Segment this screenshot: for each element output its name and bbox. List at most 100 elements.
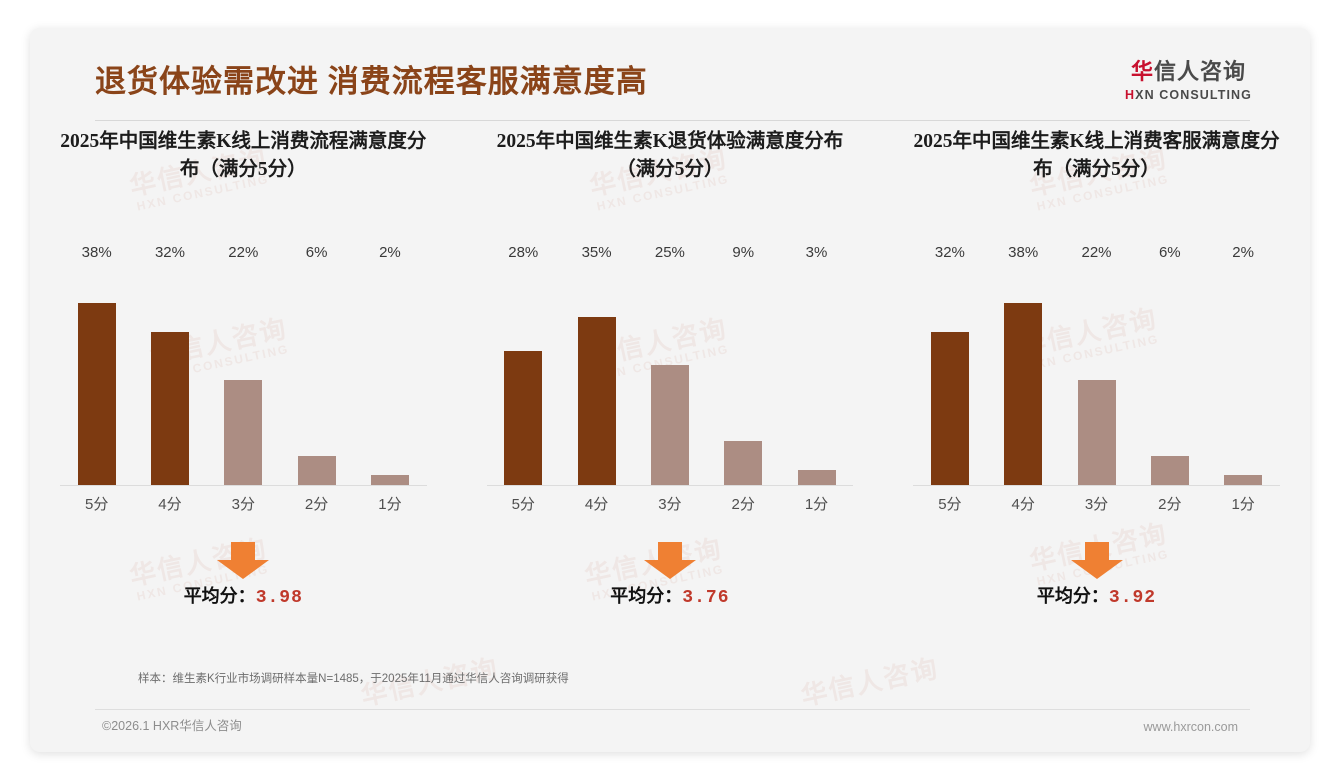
bar[interactable] xyxy=(224,380,263,485)
bar-column[interactable]: 9% xyxy=(724,244,763,485)
bar-column[interactable]: 38% xyxy=(77,244,116,485)
bar[interactable] xyxy=(1224,475,1263,485)
bar-column[interactable]: 25% xyxy=(650,244,689,485)
x-tick-label: 3分 xyxy=(658,496,682,513)
page-title: 退货体验需改进 消费流程客服满意度高 xyxy=(95,64,648,99)
x-tick-label: 4分 xyxy=(584,496,609,513)
average-score: 平均分：3.98 xyxy=(184,582,303,608)
logo-chinese: 华信人咨询 xyxy=(1125,61,1252,83)
x-tick-label: 2分 xyxy=(731,496,755,513)
chart-panel-service: 2025年中国维生素K线上消费客服满意度分布（满分5分） 32% 38% xyxy=(883,128,1310,626)
bar[interactable] xyxy=(150,332,189,485)
bar-column[interactable]: 35% xyxy=(577,244,616,485)
x-axis-labels: 5分 4分 3分 2分 1分 xyxy=(60,493,427,514)
bar-column[interactable]: 28% xyxy=(504,244,543,485)
footer-divider xyxy=(95,709,1250,710)
bar[interactable] xyxy=(370,475,409,485)
plot-area: 28% 35% 25% 9% xyxy=(457,244,884,486)
bar-value-label: 3% xyxy=(805,244,828,261)
chart-title: 2025年中国维生素K线上消费流程满意度分布（满分5分） xyxy=(60,131,427,180)
chart-panels: 2025年中国维生素K线上消费流程满意度分布（满分5分） 38% 32% xyxy=(30,128,1310,626)
bar-value-label: 32% xyxy=(154,244,185,261)
bar-value-label: 9% xyxy=(732,244,755,261)
bar-value-label: 32% xyxy=(934,244,965,261)
bar[interactable] xyxy=(577,317,616,485)
bar-chart: 28% 35% 25% 9% xyxy=(457,238,884,538)
bar-column[interactable]: 22% xyxy=(1077,244,1116,485)
plot-area: 32% 38% 22% 6% xyxy=(883,244,1310,486)
bar[interactable] xyxy=(297,456,336,485)
slide-header: 退货体验需改进 消费流程客服满意度高 华信人咨询 HXN CONSULTING xyxy=(30,28,1310,121)
bar[interactable] xyxy=(797,470,836,485)
average-score-value: 3.76 xyxy=(682,588,730,608)
average-score-block: 平均分：3.98 xyxy=(30,540,457,626)
average-score-label: 平均分： xyxy=(183,586,256,606)
bar-value-label: 38% xyxy=(1008,244,1039,261)
logo-chars-gray: 信人咨询 xyxy=(1154,59,1247,84)
logo-char-red: 华 xyxy=(1130,59,1154,84)
plot-area: 38% 32% 22% 6% xyxy=(30,244,457,486)
x-tick-label: 4分 xyxy=(158,496,182,513)
bar-value-label: 6% xyxy=(1158,244,1181,261)
chart-panel-return: 2025年中国维生素K退货体验满意度分布（满分5分） 28% 35% 2 xyxy=(457,128,884,626)
x-tick-label: 1分 xyxy=(378,496,402,513)
brand-logo: 华信人咨询 HXN CONSULTING xyxy=(1125,61,1252,102)
x-axis-line xyxy=(60,485,427,486)
down-arrow-icon xyxy=(642,540,698,585)
chart-title: 2025年中国维生素K线上消费客服满意度分布（满分5分） xyxy=(913,131,1280,180)
x-axis-labels: 5分 4分 3分 2分 1分 xyxy=(487,493,854,514)
average-score-block: 平均分：3.76 xyxy=(457,540,884,626)
logo-english: HXN CONSULTING xyxy=(1125,89,1252,102)
x-tick-label: 3分 xyxy=(1084,496,1109,513)
bar-value-label: 6% xyxy=(305,244,328,261)
header-divider xyxy=(95,120,1250,121)
bar-group: 32% 38% 22% 6% xyxy=(913,244,1280,485)
average-score-value: 3.98 xyxy=(255,588,303,608)
bar-column[interactable]: 2% xyxy=(1224,244,1263,485)
x-tick-label: 2分 xyxy=(1158,496,1182,513)
source-note: 样本：维生素K行业市场调研样本量N=1485，于2025年11月通过华信人咨询调… xyxy=(138,673,569,685)
slide-card: 华信人咨询 HXN CONSULTING 华信人咨询 HXN CONSULTIN… xyxy=(30,28,1310,752)
logo-en-red: H xyxy=(1125,88,1136,102)
down-arrow-icon xyxy=(1069,540,1125,585)
bar[interactable] xyxy=(504,351,543,485)
bar-column[interactable]: 22% xyxy=(224,244,263,485)
bar-chart: 38% 32% 22% 6% xyxy=(30,238,457,538)
average-score-value: 3.92 xyxy=(1108,588,1157,608)
bar-group: 38% 32% 22% 6% xyxy=(60,244,427,485)
watermark: 华信人咨询 xyxy=(798,652,942,712)
x-axis-line xyxy=(913,485,1280,486)
bar[interactable] xyxy=(1150,456,1189,485)
bar-value-label: 2% xyxy=(379,244,401,261)
x-tick-label: 5分 xyxy=(84,496,109,513)
average-score-label: 平均分： xyxy=(610,586,683,606)
x-axis-labels: 5分 4分 3分 2分 1分 xyxy=(913,493,1280,514)
copyright: ©2026.1 HXR华信人咨询 xyxy=(102,719,242,733)
bar[interactable] xyxy=(724,441,763,485)
bar[interactable] xyxy=(650,365,689,485)
x-tick-label: 4分 xyxy=(1011,496,1035,513)
bar-column[interactable]: 32% xyxy=(930,244,969,485)
bar[interactable] xyxy=(1077,380,1116,485)
bar[interactable] xyxy=(1004,303,1043,485)
average-score: 平均分：3.92 xyxy=(1037,582,1156,608)
bar-column[interactable]: 32% xyxy=(150,244,189,485)
bar-column[interactable]: 6% xyxy=(1150,244,1189,485)
down-arrow-icon xyxy=(215,540,271,585)
bar-column[interactable]: 6% xyxy=(297,244,336,485)
logo-en-gray: XN CONSULTING xyxy=(1135,88,1252,102)
bar[interactable] xyxy=(930,332,969,485)
bar-column[interactable]: 2% xyxy=(370,244,409,485)
x-axis-line xyxy=(486,485,854,486)
x-tick-label: 5分 xyxy=(938,496,962,513)
bar-value-label: 38% xyxy=(81,244,112,261)
bar-column[interactable]: 38% xyxy=(1004,244,1043,485)
x-tick-label: 1分 xyxy=(804,496,829,513)
x-tick-label: 5分 xyxy=(511,496,535,513)
bar-column[interactable]: 3% xyxy=(797,244,836,485)
bar[interactable] xyxy=(77,303,116,485)
bar-value-label: 2% xyxy=(1232,244,1254,261)
bar-value-label: 22% xyxy=(228,244,259,261)
website-url[interactable]: www.hxrcon.com xyxy=(1143,720,1238,734)
watermark-line1: 华信人咨询 xyxy=(798,652,942,712)
